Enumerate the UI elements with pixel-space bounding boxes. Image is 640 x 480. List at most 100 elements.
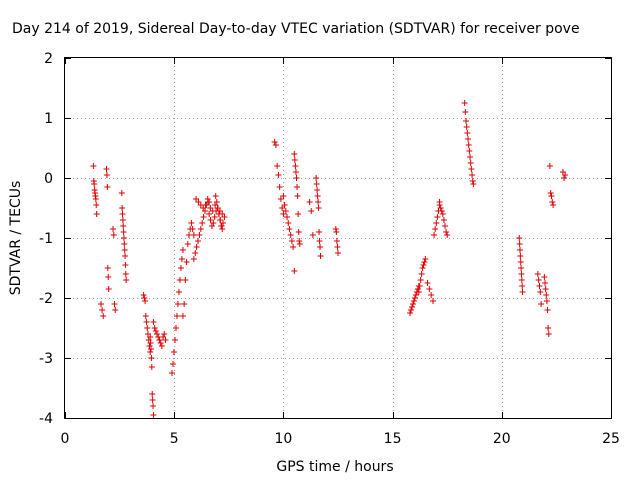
- data-point: [100, 313, 107, 319]
- data-point: [195, 238, 202, 244]
- data-point: [408, 307, 415, 313]
- data-point: [199, 220, 206, 226]
- y-tick-label: -2: [39, 291, 53, 307]
- data-point: [151, 325, 158, 331]
- data-point: [332, 226, 339, 232]
- data-point: [288, 238, 295, 244]
- data-point: [190, 256, 197, 262]
- data-point: [437, 205, 444, 211]
- data-point: [545, 325, 552, 331]
- data-point: [118, 190, 125, 196]
- data-point: [470, 181, 477, 187]
- data-point: [90, 163, 97, 169]
- data-point: [119, 217, 126, 223]
- plot-frame: [64, 57, 612, 419]
- data-point: [120, 229, 127, 235]
- data-point: [170, 361, 177, 367]
- data-point: [411, 295, 418, 301]
- x-axis-label: GPS time / hours: [276, 459, 393, 475]
- x-tick-label: 10: [274, 431, 292, 447]
- data-point: [178, 256, 185, 262]
- data-point: [463, 118, 470, 124]
- data-point: [295, 211, 302, 217]
- data-point: [147, 340, 154, 346]
- data-point: [426, 286, 433, 292]
- data-point: [469, 172, 476, 178]
- data-point: [317, 244, 324, 250]
- data-point: [193, 244, 200, 250]
- data-point: [440, 217, 447, 223]
- data-point: [282, 208, 289, 214]
- data-point: [162, 337, 169, 343]
- data-point: [212, 193, 219, 199]
- data-point: [91, 181, 98, 187]
- data-point: [313, 175, 320, 181]
- data-point: [463, 124, 470, 130]
- data-point: [157, 340, 164, 346]
- data-point: [104, 184, 111, 190]
- data-point: [294, 184, 301, 190]
- data-point: [295, 229, 302, 235]
- data-point: [275, 172, 282, 178]
- data-point: [296, 241, 303, 247]
- data-point: [547, 190, 554, 196]
- data-point: [424, 280, 431, 286]
- data-point: [119, 205, 126, 211]
- data-point: [192, 250, 199, 256]
- data-point: [206, 211, 213, 217]
- data-point: [518, 277, 525, 283]
- y-tick-label: 2: [44, 51, 53, 67]
- data-point: [462, 109, 469, 115]
- data-point: [172, 325, 179, 331]
- data-point: [156, 337, 163, 343]
- data-point: [548, 193, 555, 199]
- data-point: [287, 232, 294, 238]
- data-point: [409, 304, 416, 310]
- data-point: [443, 229, 450, 235]
- data-point: [407, 310, 414, 316]
- data-point: [99, 307, 106, 313]
- data-point: [92, 196, 99, 202]
- data-point: [140, 292, 147, 298]
- data-point: [214, 205, 221, 211]
- data-point: [412, 292, 419, 298]
- data-point: [148, 364, 155, 370]
- data-point: [292, 163, 299, 169]
- data-point: [516, 235, 523, 241]
- data-point: [518, 265, 525, 271]
- data-point: [271, 139, 278, 145]
- data-point: [544, 307, 551, 313]
- data-point: [146, 343, 153, 349]
- data-point: [179, 247, 186, 253]
- data-point: [276, 184, 283, 190]
- data-point: [428, 292, 435, 298]
- data-point: [519, 289, 526, 295]
- data-point: [280, 193, 287, 199]
- x-tick-label: 0: [61, 431, 70, 447]
- data-point: [422, 256, 429, 262]
- data-point: [158, 343, 165, 349]
- data-point: [335, 250, 341, 256]
- data-point: [281, 202, 288, 208]
- data-point: [123, 277, 130, 283]
- data-point: [536, 283, 543, 289]
- data-point: [438, 208, 445, 214]
- data-point: [431, 232, 438, 238]
- data-point: [410, 298, 417, 304]
- x-tick-label: 5: [170, 431, 179, 447]
- data-point: [189, 226, 196, 232]
- y-tick-label: -3: [39, 351, 53, 367]
- chart-title: Day 214 of 2019, Sidereal Day-to-day VTE…: [12, 21, 580, 37]
- data-point: [119, 211, 126, 217]
- data-point: [418, 271, 425, 277]
- data-point: [196, 232, 203, 238]
- data-point: [333, 229, 340, 235]
- data-point: [183, 259, 190, 265]
- data-point: [176, 277, 183, 283]
- data-point: [104, 265, 111, 271]
- grid: [65, 58, 611, 418]
- data-point: [154, 331, 161, 337]
- data-point: [121, 247, 128, 253]
- data-point: [292, 169, 299, 175]
- data-point: [549, 199, 556, 205]
